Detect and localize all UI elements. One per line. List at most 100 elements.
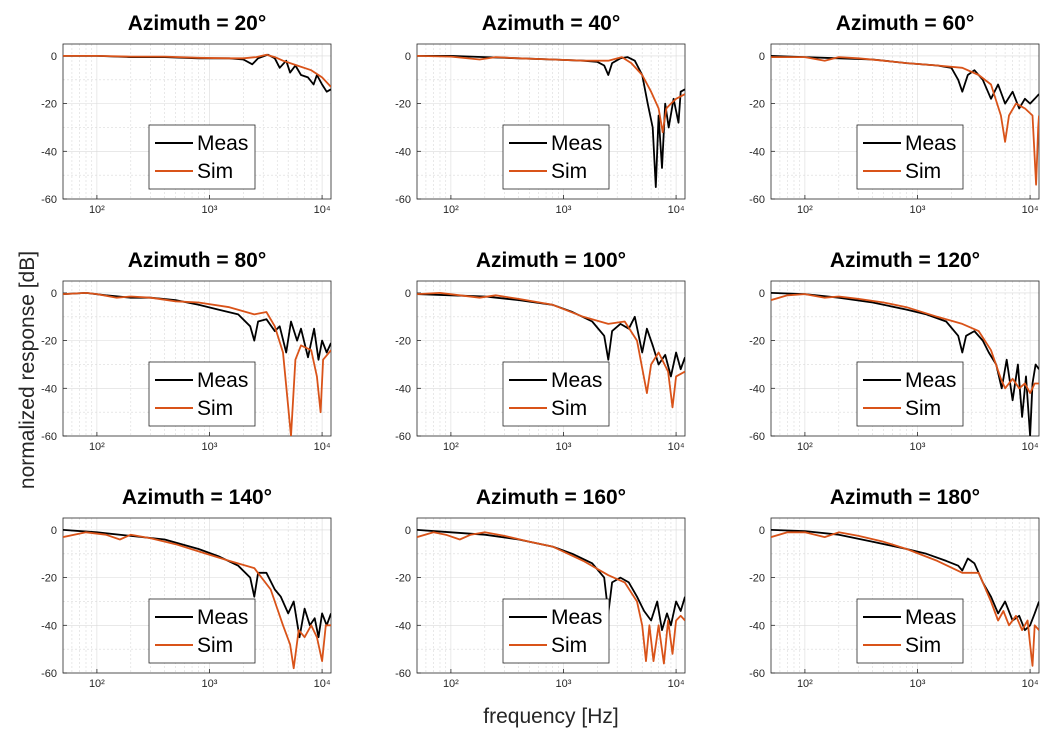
y-tick-label: 0 xyxy=(405,525,411,537)
legend-label-sim: Sim xyxy=(905,397,941,420)
x-tick-label: 10⁴ xyxy=(314,204,331,216)
x-tick-label: 10² xyxy=(89,441,105,453)
legend: Meas Sim xyxy=(856,124,964,190)
subplot-2: Azimuth = 40° 10² 10³ 10⁴ 0 -20 -40 -60 Meas Sim xyxy=(395,12,686,216)
legend-label-meas: Meas xyxy=(905,132,956,155)
y-tick-label: -60 xyxy=(41,194,57,206)
y-tick-label: -40 xyxy=(41,383,57,395)
x-tick-label: 10² xyxy=(89,204,105,216)
subplot-4: Azimuth = 80° 10² 10³ 10⁴ 0 -20 -40 -60 Meas Sim xyxy=(41,249,332,453)
legend-label-sim: Sim xyxy=(197,634,233,657)
x-tick-label: 10⁴ xyxy=(314,441,331,453)
series-line-meas xyxy=(63,529,331,639)
axes-box xyxy=(62,43,332,200)
panel-title: Azimuth = 60° xyxy=(836,12,975,35)
panel-title: Azimuth = 100° xyxy=(476,249,626,272)
legend-box xyxy=(856,124,964,190)
legend-label-sim: Sim xyxy=(905,160,941,183)
y-tick-label: -20 xyxy=(41,336,57,348)
y-tick-label: -60 xyxy=(395,194,411,206)
series-line-sim xyxy=(417,292,685,409)
y-tick-label: -20 xyxy=(395,573,411,585)
legend: Meas Sim xyxy=(148,361,256,427)
panel-title: Azimuth = 180° xyxy=(830,486,980,509)
y-tick-label: 0 xyxy=(759,525,765,537)
y-tick-label: 0 xyxy=(759,288,765,300)
legend-label-sim: Sim xyxy=(197,397,233,420)
subplot-6: Azimuth = 120° 10² 10³ 10⁴ 0 -20 -40 -60 Meas Sim xyxy=(749,249,1040,453)
legend: Meas Sim xyxy=(148,124,256,190)
y-tick-label: -60 xyxy=(41,668,57,680)
y-tick-label: -60 xyxy=(395,431,411,443)
x-tick-label: 10³ xyxy=(202,204,218,216)
y-tick-label: -60 xyxy=(41,431,57,443)
legend-label-meas: Meas xyxy=(905,369,956,392)
x-tick-label: 10³ xyxy=(556,441,572,453)
y-tick-label: 0 xyxy=(405,51,411,63)
legend-label-meas: Meas xyxy=(197,369,248,392)
y-tick-label: -40 xyxy=(749,383,765,395)
x-tick-label: 10² xyxy=(443,441,459,453)
legend: Meas Sim xyxy=(502,124,610,190)
x-tick-label: 10³ xyxy=(202,678,218,690)
legend: Meas Sim xyxy=(502,361,610,427)
panel-title: Azimuth = 80° xyxy=(128,249,267,272)
grid xyxy=(417,281,685,436)
legend-box xyxy=(148,598,256,664)
x-tick-label: 10⁴ xyxy=(314,678,331,690)
y-tick-label: 0 xyxy=(759,51,765,63)
x-tick-label: 10⁴ xyxy=(668,678,685,690)
y-tick-label: -40 xyxy=(395,383,411,395)
legend-label-meas: Meas xyxy=(551,369,602,392)
y-tick-label: -60 xyxy=(749,431,765,443)
x-tick-label: 10³ xyxy=(556,204,572,216)
subplot-9: Azimuth = 180° 10² 10³ 10⁴ 0 -20 -40 -60 Meas Sim xyxy=(749,486,1040,690)
legend-label-sim: Sim xyxy=(551,397,587,420)
legend-label-meas: Meas xyxy=(551,132,602,155)
y-tick-label: -60 xyxy=(749,668,765,680)
x-tick-label: 10⁴ xyxy=(1022,204,1039,216)
y-tick-label: -40 xyxy=(395,146,411,158)
panel-title: Azimuth = 140° xyxy=(122,486,272,509)
x-tick-label: 10³ xyxy=(202,441,218,453)
y-tick-label: -40 xyxy=(749,620,765,632)
series-line-sim xyxy=(771,293,1039,394)
legend-label-meas: Meas xyxy=(197,606,248,629)
x-tick-label: 10² xyxy=(797,678,813,690)
y-tick-label: 0 xyxy=(51,51,57,63)
y-tick-label: -40 xyxy=(41,146,57,158)
y-tick-label: -20 xyxy=(395,99,411,111)
x-tick-label: 10³ xyxy=(910,204,926,216)
legend-label-sim: Sim xyxy=(197,160,233,183)
panel-title: Azimuth = 160° xyxy=(476,486,626,509)
y-tick-label: -40 xyxy=(41,620,57,632)
x-tick-label: 10⁴ xyxy=(1022,441,1039,453)
subplot-8: Azimuth = 160° 10² 10³ 10⁴ 0 -20 -40 -60 Meas Sim xyxy=(395,486,686,690)
legend-box xyxy=(502,361,610,427)
x-tick-label: 10² xyxy=(443,204,459,216)
axes-box xyxy=(62,280,332,437)
legend-box xyxy=(148,361,256,427)
panel-title: Azimuth = 20° xyxy=(128,12,267,35)
x-tick-label: 10² xyxy=(797,204,813,216)
series-line-sim xyxy=(63,53,331,88)
x-tick-label: 10³ xyxy=(556,678,572,690)
series-line-sim xyxy=(771,56,1039,186)
x-tick-label: 10² xyxy=(89,678,105,690)
y-tick-label: -40 xyxy=(749,146,765,158)
y-tick-label: -60 xyxy=(395,668,411,680)
x-tick-label: 10⁴ xyxy=(668,204,685,216)
axes-box xyxy=(770,517,1040,674)
legend: Meas Sim xyxy=(502,598,610,664)
y-tick-label: -20 xyxy=(749,573,765,585)
series-line-sim xyxy=(63,292,331,436)
subplot-7: Azimuth = 140° 10² 10³ 10⁴ 0 -20 -40 -60 Meas Sim xyxy=(41,486,332,690)
legend-box xyxy=(502,124,610,190)
y-tick-label: 0 xyxy=(405,288,411,300)
subplot-1: Azimuth = 20° 10² 10³ 10⁴ 0 -20 -40 -60 Meas Sim xyxy=(41,12,332,216)
x-tick-label: 10⁴ xyxy=(1022,678,1039,690)
series-line-meas xyxy=(771,529,1039,631)
legend-box xyxy=(502,598,610,664)
panel-title: Azimuth = 40° xyxy=(482,12,621,35)
